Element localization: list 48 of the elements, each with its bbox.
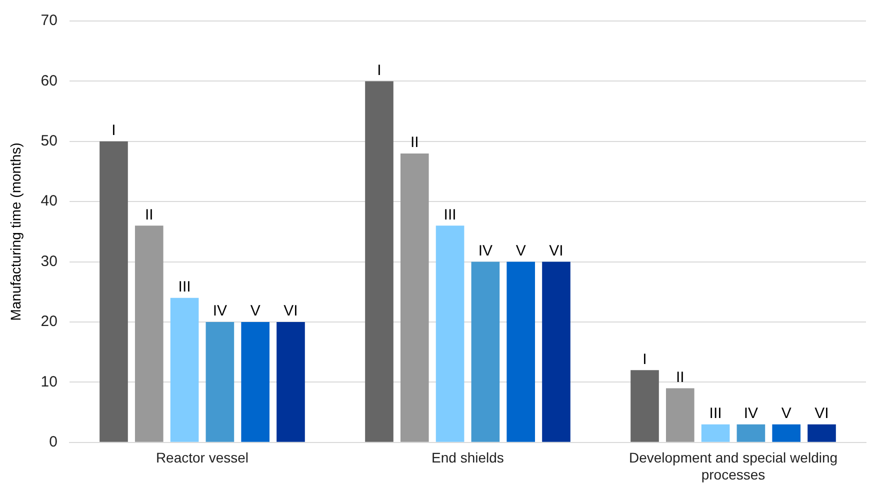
text: I	[112, 122, 116, 140]
bar	[772, 424, 801, 442]
text: III	[178, 278, 191, 296]
y-tick-label: 70	[40, 12, 58, 30]
bar	[241, 322, 270, 442]
y-tick-label: 10	[40, 373, 58, 390]
bar	[276, 322, 305, 442]
series-label: V	[781, 404, 792, 422]
y-tick-label: 30	[40, 252, 58, 270]
bar	[666, 388, 694, 442]
bar	[506, 262, 536, 442]
x-tick-label: Development and special welding processes	[628, 450, 838, 482]
bar	[400, 153, 429, 442]
text: V	[250, 302, 260, 320]
text: I	[642, 350, 647, 368]
bar	[542, 262, 570, 442]
text: III	[444, 206, 456, 224]
bar	[170, 298, 199, 442]
text: VI	[549, 242, 564, 260]
bar	[365, 81, 394, 442]
bar	[436, 226, 464, 442]
y-tick-label: 40	[40, 192, 58, 210]
series-label: VI	[814, 404, 829, 422]
y-tick-label: 50	[40, 132, 58, 150]
bar	[471, 262, 500, 442]
text: V	[516, 242, 526, 260]
x-tick-label: Reactor vessel	[156, 450, 249, 466]
text: II	[676, 368, 684, 386]
text: IV	[212, 302, 228, 320]
bar	[736, 424, 766, 442]
series-label: IV	[744, 404, 758, 422]
y-axis-title: Manufacturing time (months)	[7, 142, 24, 321]
series-label: III	[709, 404, 722, 422]
y-tick-label: 0	[49, 434, 58, 451]
text: VI	[284, 302, 298, 320]
bar	[808, 424, 836, 442]
bar	[630, 370, 659, 442]
text: II	[144, 206, 154, 224]
text: IV	[478, 242, 493, 260]
y-tick-label: 20	[40, 313, 58, 330]
bar	[701, 424, 730, 442]
series-label: I	[377, 62, 382, 79]
series-label: II	[410, 134, 419, 152]
bar	[134, 226, 164, 442]
y-tick-label: 60	[40, 72, 58, 90]
bar	[100, 141, 128, 442]
x-tick-label: End shields	[432, 450, 504, 466]
bar	[206, 322, 234, 442]
